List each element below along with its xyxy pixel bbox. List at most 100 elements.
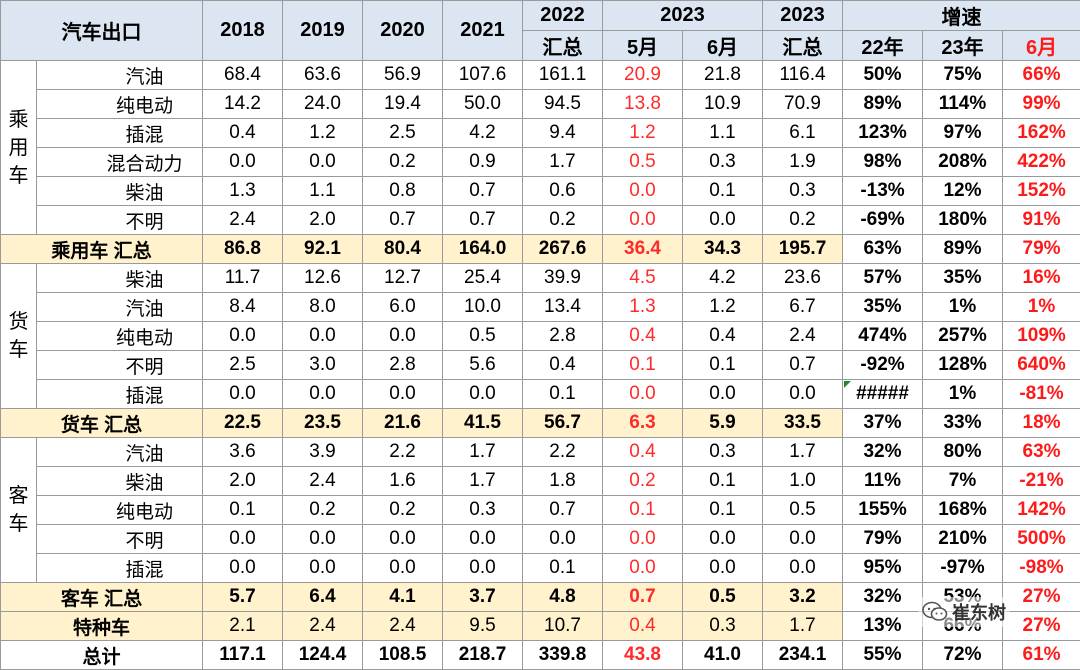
value-cell: 19.4: [363, 90, 443, 119]
value-cell: 8.0: [283, 293, 363, 322]
growth-22-cell: 79%: [843, 525, 923, 554]
value-cell: 13.8: [603, 90, 683, 119]
value-cell: 23.5: [283, 409, 363, 438]
value-cell: 0.0: [203, 525, 283, 554]
value-cell: 0.9: [443, 148, 523, 177]
growth-june-cell: 27%: [1003, 583, 1080, 612]
value-cell: 0.0: [603, 525, 683, 554]
row-label: 柴油: [37, 177, 203, 206]
row-label: 汽油: [37, 438, 203, 467]
value-cell: 56.7: [523, 409, 603, 438]
summary-label: 货车 汇总: [1, 409, 203, 438]
value-cell: 0.1: [203, 496, 283, 525]
growth-june-cell: 61%: [1003, 641, 1080, 670]
value-cell: 33.5: [763, 409, 843, 438]
growth-23-cell: 210%: [923, 525, 1003, 554]
value-cell: 36.4: [603, 235, 683, 264]
value-cell: 0.2: [523, 206, 603, 235]
growth-22-cell: 155%: [843, 496, 923, 525]
growth-22-header: 22年: [843, 31, 923, 61]
value-cell: 10.7: [523, 612, 603, 641]
growth-23-cell: 180%: [923, 206, 1003, 235]
value-cell: 0.2: [363, 148, 443, 177]
value-cell: 0.5: [683, 583, 763, 612]
value-cell: 339.8: [523, 641, 603, 670]
value-cell: 12.6: [283, 264, 363, 293]
value-cell: 68.4: [203, 61, 283, 90]
value-cell: 6.1: [763, 119, 843, 148]
row-label: 汽油: [37, 293, 203, 322]
value-cell: 43.8: [603, 641, 683, 670]
value-cell: 3.2: [763, 583, 843, 612]
growth-june-cell: 109%: [1003, 322, 1080, 351]
value-cell: 39.9: [523, 264, 603, 293]
value-cell: 0.0: [683, 525, 763, 554]
value-cell: 2.4: [283, 612, 363, 641]
value-cell: 2.5: [363, 119, 443, 148]
value-cell: 0.1: [683, 467, 763, 496]
growth-23-cell: 33%: [923, 409, 1003, 438]
growth-22-cell: 98%: [843, 148, 923, 177]
value-cell: 195.7: [763, 235, 843, 264]
value-cell: 9.4: [523, 119, 603, 148]
value-cell: 0.3: [683, 438, 763, 467]
value-cell: 12.7: [363, 264, 443, 293]
value-cell: 0.0: [603, 554, 683, 583]
june-header: 6月: [683, 31, 763, 61]
growth-june-cell: 422%: [1003, 148, 1080, 177]
growth-23-cell: 12%: [923, 177, 1003, 206]
value-cell: 2.0: [283, 206, 363, 235]
growth-june-header: 6月: [1003, 31, 1080, 61]
growth-23-cell: 72%: [923, 641, 1003, 670]
value-cell: 218.7: [443, 641, 523, 670]
value-cell: 0.2: [603, 467, 683, 496]
growth-june-cell: 66%: [1003, 61, 1080, 90]
growth-23-cell: 114%: [923, 90, 1003, 119]
value-cell: 0.0: [763, 525, 843, 554]
value-cell: 0.7: [443, 177, 523, 206]
category-char: 客: [1, 482, 36, 510]
growth-22-cell: 95%: [843, 554, 923, 583]
value-cell: 41.0: [683, 641, 763, 670]
value-cell: 0.0: [283, 380, 363, 409]
value-cell: 1.7: [763, 612, 843, 641]
value-cell: 0.4: [203, 119, 283, 148]
value-cell: 0.0: [363, 322, 443, 351]
value-cell: 1.2: [603, 119, 683, 148]
value-cell: 0.0: [443, 525, 523, 554]
value-cell: 0.5: [443, 322, 523, 351]
row-label: 不明: [37, 206, 203, 235]
value-cell: 0.7: [603, 583, 683, 612]
value-cell: 4.1: [363, 583, 443, 612]
summary-label: 客车 汇总: [1, 583, 203, 612]
value-cell: 0.0: [283, 525, 363, 554]
value-cell: 9.5: [443, 612, 523, 641]
value-cell: 0.1: [603, 496, 683, 525]
growth-june-cell: 18%: [1003, 409, 1080, 438]
value-cell: 3.9: [283, 438, 363, 467]
year-2023-ytd-header: 2023: [763, 1, 843, 31]
value-cell: 2.4: [283, 467, 363, 496]
value-cell: 3.6: [203, 438, 283, 467]
value-cell: 4.2: [683, 264, 763, 293]
wechat-icon: [922, 601, 948, 623]
value-cell: 21.8: [683, 61, 763, 90]
growth-23-cell: 208%: [923, 148, 1003, 177]
growth-22-cell: 57%: [843, 264, 923, 293]
value-cell: 2.2: [363, 438, 443, 467]
growth-23-cell: 257%: [923, 322, 1003, 351]
value-cell: 0.8: [363, 177, 443, 206]
growth-22-cell: -92%: [843, 351, 923, 380]
growth-june-cell: 99%: [1003, 90, 1080, 119]
value-cell: 21.6: [363, 409, 443, 438]
growth-june-cell: 640%: [1003, 351, 1080, 380]
value-cell: 0.6: [523, 177, 603, 206]
